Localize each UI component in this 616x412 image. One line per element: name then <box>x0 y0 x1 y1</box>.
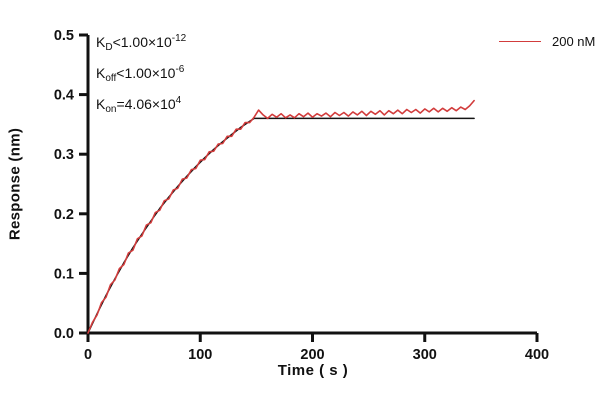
annotation-koff: Koff<1.00×10-6 <box>96 59 186 90</box>
annotation-kon-exp: 4 <box>175 95 182 106</box>
y-tick-label: 0.5 <box>54 28 74 44</box>
annotation-koff-base: K <box>96 65 106 81</box>
x-tick-label: 100 <box>188 347 212 363</box>
annotation-kon: Kon=4.06×104 <box>96 90 186 121</box>
x-tick-label: 400 <box>525 347 549 363</box>
annotation-kd-exp: -12 <box>171 33 187 44</box>
annotation-koff-sub: off <box>105 73 117 84</box>
x-axis-title: Time ( s ) <box>277 362 349 379</box>
annotation-kd: KD<1.00×10-12 <box>96 28 186 59</box>
annotation-kon-value: =4.06×10 <box>116 96 176 112</box>
annotation-kd-sub: D <box>105 42 113 53</box>
legend: 200 nM <box>499 34 595 49</box>
annotation-kd-value: <1.00×10 <box>112 34 172 50</box>
annotation-kon-sub: on <box>105 104 117 115</box>
annotation-koff-exp: -6 <box>175 64 185 75</box>
y-tick-label: 0.2 <box>54 207 74 223</box>
annotation-koff-value: <1.00×10 <box>116 65 176 81</box>
x-tick-label: 0 <box>84 347 92 363</box>
annotation-kd-base: K <box>96 34 106 50</box>
legend-label-200nM: 200 nM <box>552 34 596 49</box>
y-axis-title: Response (nm) <box>6 127 24 241</box>
kinetics-annotations: KD<1.00×10-12 Koff<1.00×10-6 Kon=4.06×10… <box>96 28 186 121</box>
annotation-kon-base: K <box>96 96 106 112</box>
x-tick-label: 300 <box>413 347 437 363</box>
y-tick-label: 0.3 <box>54 147 74 163</box>
y-tick-label: 0.1 <box>54 266 74 282</box>
series-200-nM-response <box>87 99 475 334</box>
x-tick-label: 200 <box>300 347 324 363</box>
legend-line-swatch <box>499 41 541 42</box>
y-tick-label: 0.4 <box>54 88 74 104</box>
y-tick-label: 0.0 <box>54 326 74 342</box>
